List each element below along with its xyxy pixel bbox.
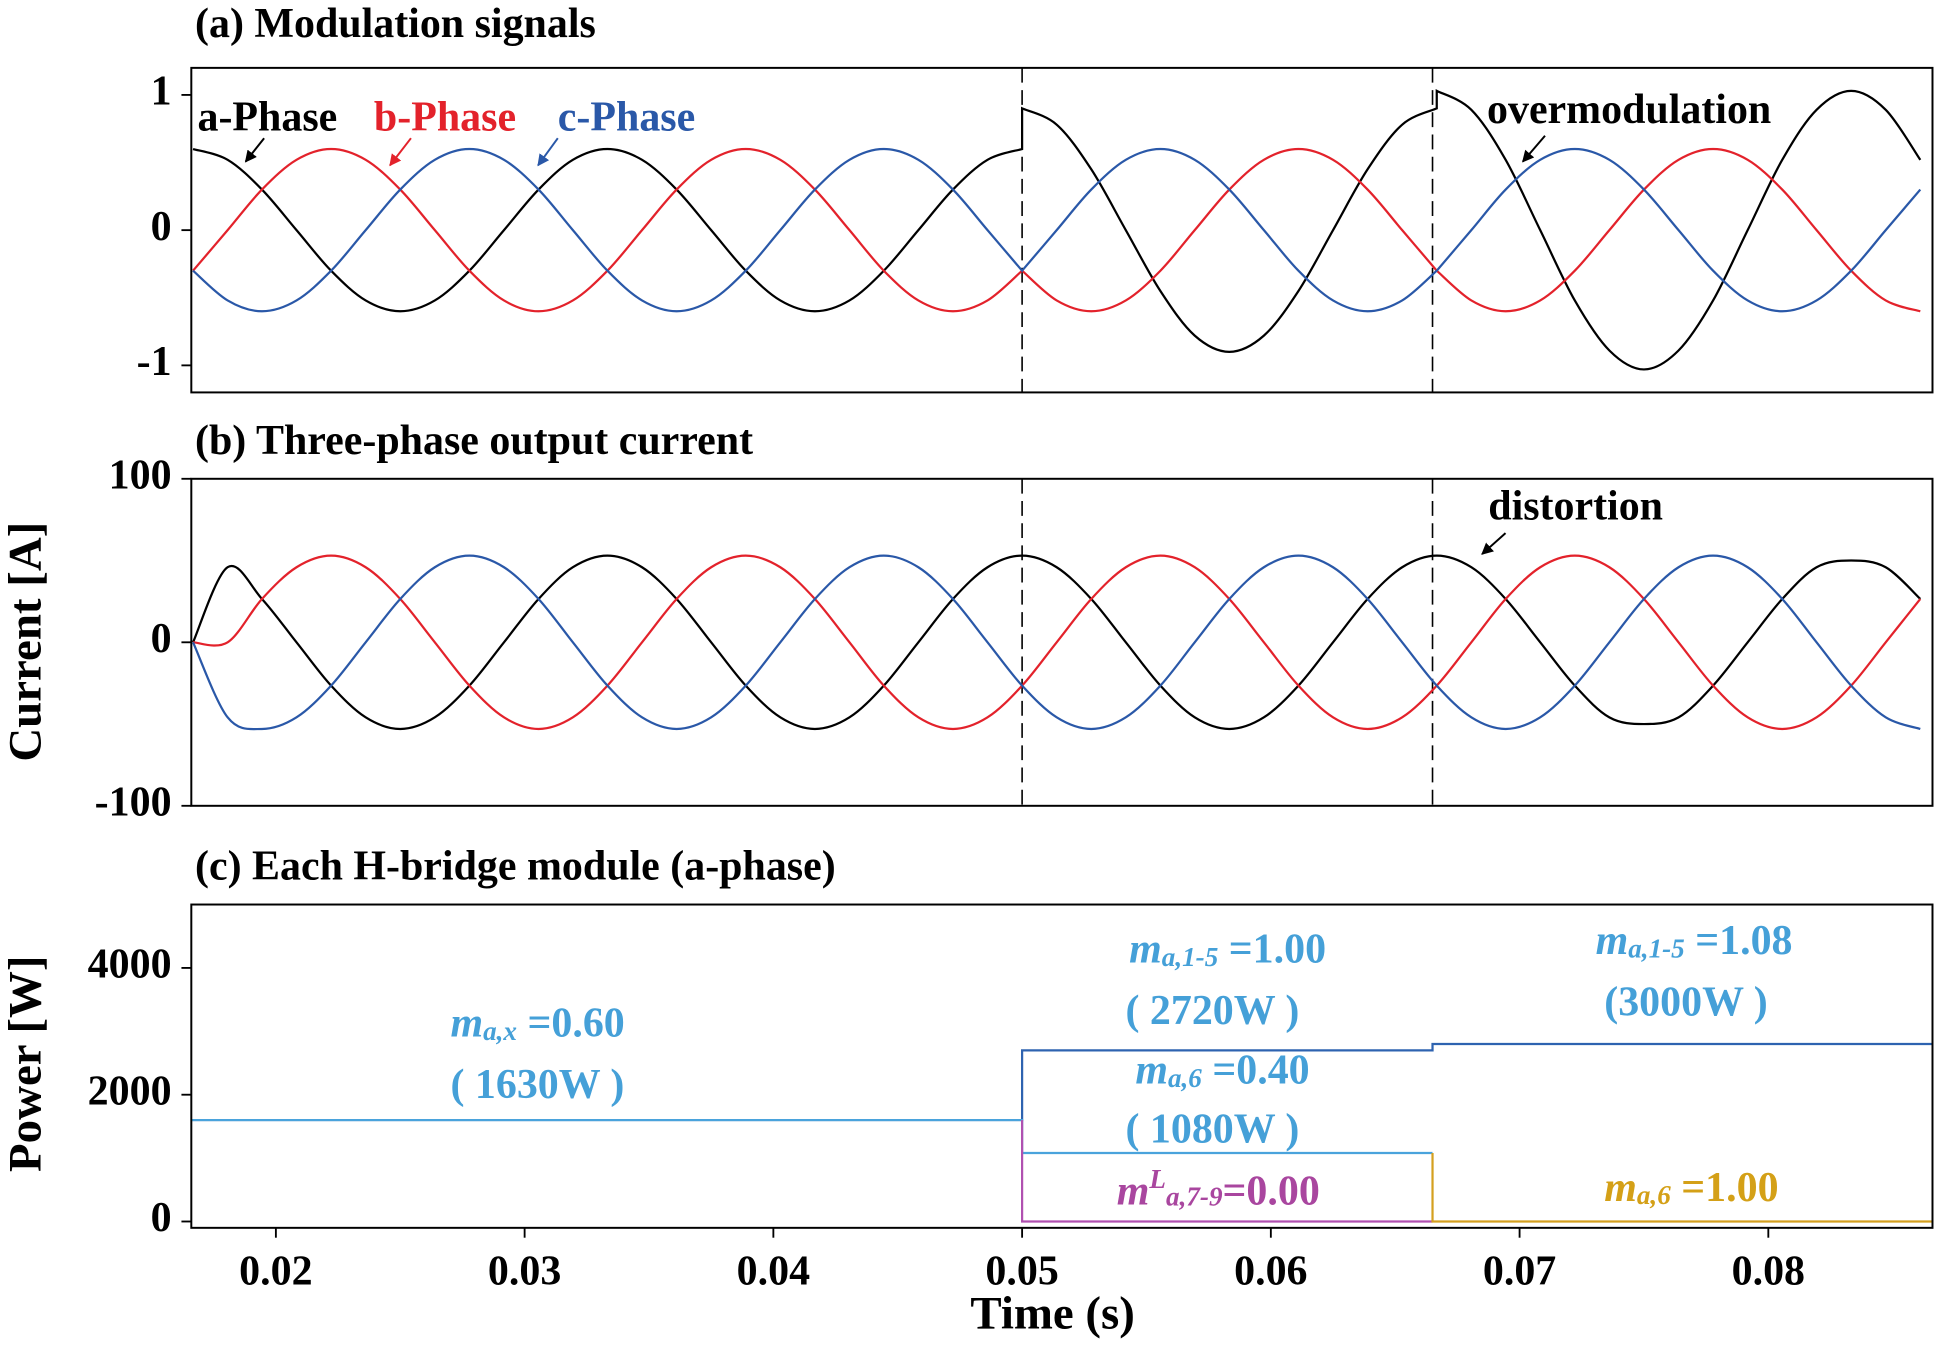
power-label: ( 1630W ) — [450, 1062, 624, 1108]
annotation: ma,1-5 =1.08 — [1596, 918, 1793, 964]
annotation: ma,6 =1.00 — [1604, 1164, 1778, 1210]
subscript: a,6 — [1168, 1063, 1202, 1093]
panel-title: (b) Three-phase output current — [195, 418, 753, 464]
symbol: m — [1135, 1047, 1168, 1093]
y-tick-label: 4000 — [88, 942, 172, 988]
power-label: ( 1080W ) — [1125, 1106, 1299, 1152]
annotation: ma,1-5 =1.00 — [1129, 926, 1326, 972]
arrow — [1481, 532, 1507, 555]
series-line — [1431, 1153, 1933, 1223]
symbol: m — [1129, 926, 1162, 972]
x-tick-label: 0.03 — [488, 1248, 561, 1294]
value: =0.00 — [1223, 1168, 1320, 1214]
value: =1.00 — [1218, 926, 1326, 972]
annotation: overmodulation — [1487, 87, 1771, 133]
y-tick-label: 0 — [151, 1195, 172, 1241]
annotation: ma,x =0.60 — [450, 1000, 624, 1046]
symbol: m — [1117, 1168, 1150, 1214]
subscript: a,x — [483, 1016, 517, 1046]
series-line — [192, 554, 1921, 731]
series-line — [1020, 1120, 1433, 1223]
annotation: ma,6 =0.40 — [1135, 1047, 1309, 1093]
legend-entry: a-Phase — [197, 95, 337, 141]
subscript: a,1-5 — [1162, 942, 1219, 972]
series-line — [192, 554, 1922, 731]
y-axis-label: Power [W] — [0, 955, 51, 1172]
annotation: distortion — [1488, 483, 1663, 529]
x-tick-label: 0.04 — [737, 1248, 810, 1294]
superscript: L — [1148, 1164, 1166, 1194]
legend-entry: c-Phase — [558, 95, 695, 141]
plot-frame — [190, 903, 1934, 1229]
arrow — [389, 137, 412, 167]
series-line — [192, 554, 1922, 731]
symbol: m — [1596, 918, 1629, 964]
y-tick-label: 100 — [109, 452, 172, 498]
y-tick-label: 0 — [151, 204, 172, 250]
series-line — [192, 88, 1922, 371]
series-line — [191, 1118, 1433, 1155]
arrow — [1522, 135, 1546, 163]
y-axis-label: Current [A] — [0, 522, 51, 762]
y-tick-label: 0 — [151, 616, 172, 662]
y-tick-label: -1 — [137, 339, 172, 385]
subscript: a,7-9 — [1166, 1182, 1223, 1212]
series-line — [192, 147, 1921, 313]
subscript: a,1-5 — [1628, 934, 1685, 964]
annotations: ma,x =0.60 ( 1630W ) ma,1-5 =1.00 ( 2720… — [450, 918, 1792, 1215]
value: =0.40 — [1202, 1047, 1310, 1093]
x-tick-label: 0.06 — [1234, 1248, 1307, 1294]
plot-frame — [190, 477, 1934, 807]
panel-title: (a) Modulation signals — [195, 1, 596, 47]
value: =0.60 — [517, 1000, 625, 1046]
x-tick-label: 0.02 — [239, 1248, 312, 1294]
annotation: mLa,7-9=0.00 — [1117, 1164, 1320, 1214]
y-tick-label: 2000 — [88, 1068, 172, 1114]
panel-title: (c) Each H-bridge module (a-phase) — [195, 844, 836, 890]
y-tick-label: -100 — [95, 779, 172, 825]
value: =1.00 — [1671, 1164, 1779, 1210]
series-line — [192, 147, 1922, 313]
power-label: (3000W ) — [1604, 979, 1767, 1025]
arrow — [537, 137, 559, 167]
x-tick-label: 0.08 — [1732, 1248, 1805, 1294]
plot-frame — [190, 66, 1934, 394]
subscript: a,6 — [1637, 1180, 1671, 1210]
y-tick-label: 1 — [151, 69, 172, 115]
x-tick-label: 0.07 — [1483, 1248, 1556, 1294]
x-axis-label: Time (s) — [970, 1288, 1134, 1340]
symbol: m — [450, 1000, 483, 1046]
legend-entry: b-Phase — [374, 95, 516, 141]
value: =1.08 — [1685, 918, 1793, 964]
arrow — [244, 137, 265, 163]
x-tick-label: 0.05 — [985, 1248, 1058, 1294]
power-label: ( 2720W ) — [1125, 988, 1299, 1034]
symbol: m — [1604, 1164, 1637, 1210]
